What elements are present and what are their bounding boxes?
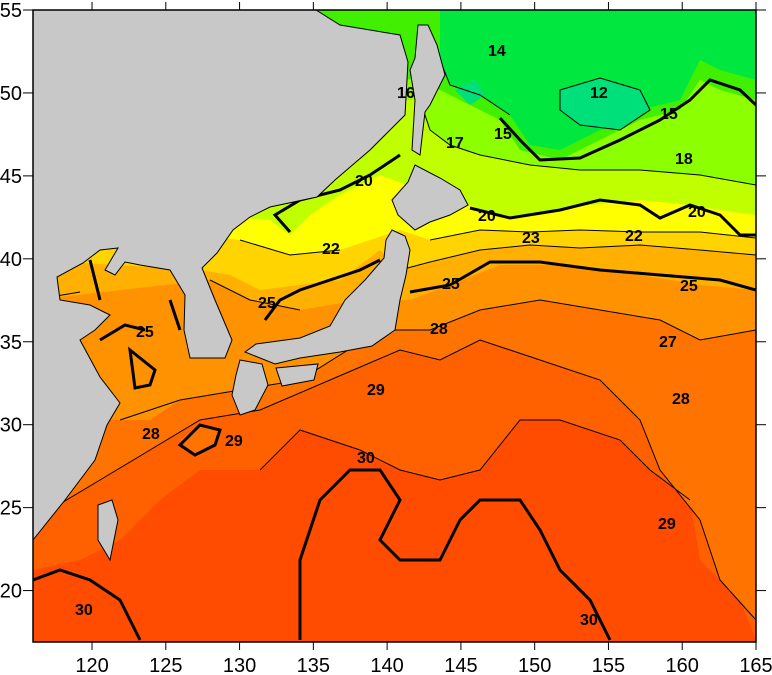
contour-line [239, 229, 756, 256]
contour-label: 28 [672, 391, 690, 408]
contour-29 [128, 346, 222, 457]
contour-30 [33, 468, 612, 641]
y-tick-label: 45 [0, 166, 22, 188]
contour-15 [498, 78, 756, 162]
contour-20 [272, 153, 756, 237]
land-sakhalin [409, 24, 446, 156]
contour-label: 14 [488, 43, 506, 60]
band-12-patch [455, 80, 485, 105]
contour-label: 27 [659, 334, 677, 351]
contour-line [209, 244, 756, 311]
contour-label: 17 [446, 135, 464, 152]
contour-labels: 14 12 15 15 18 17 16 20 20 20 23 22 22 2… [75, 43, 706, 629]
x-axis: 120 125 130 135 140 145 150 155 160 165 [75, 2, 772, 675]
x-tick-label: 145 [444, 655, 477, 675]
land-hokkaido [391, 164, 469, 231]
contour-label: 18 [675, 151, 693, 168]
contour-25-west [88, 259, 182, 342]
contour-label: 28 [430, 321, 448, 338]
x-tick-label: 160 [666, 655, 699, 675]
x-tick-label: 150 [518, 655, 551, 675]
contour-line [33, 339, 756, 621]
contour-label: 29 [225, 433, 243, 450]
x-tick-label: 135 [297, 655, 330, 675]
contour-label: 20 [478, 208, 496, 225]
contour-label: 28 [142, 426, 160, 443]
land-taiwan [97, 499, 119, 562]
contour-25 [263, 258, 756, 321]
land-mainland-asia [33, 10, 409, 541]
contour-label: 20 [688, 204, 706, 221]
contour-label: 25 [258, 295, 276, 312]
contour-line [419, 99, 756, 186]
contour-line [119, 299, 756, 421]
contour-label: 12 [590, 85, 608, 102]
contour-label: 30 [580, 612, 598, 629]
band-12 [560, 78, 650, 130]
y-axis: 20 25 30 35 40 45 50 55 [0, 0, 766, 603]
x-tick-label: 130 [223, 655, 256, 675]
y-tick-label: 20 [0, 581, 22, 603]
contour-label: 20 [355, 173, 373, 190]
x-tick-label: 120 [75, 655, 108, 675]
contour-label: 25 [442, 276, 460, 293]
y-tick-label: 35 [0, 332, 22, 354]
contour-label: 25 [136, 324, 154, 341]
y-tick-label: 25 [0, 498, 22, 520]
contour-label: 22 [625, 228, 643, 245]
map-area [33, 10, 756, 642]
contour-label: 23 [522, 230, 540, 247]
y-tick-label: 55 [0, 0, 22, 22]
contour-line [439, 59, 651, 131]
thick-contours [33, 78, 756, 641]
contour-label: 15 [494, 126, 512, 143]
y-tick-label: 50 [0, 83, 22, 105]
contour-label: 22 [322, 241, 340, 258]
contour-label: 29 [367, 382, 385, 399]
contour-label: 25 [680, 278, 698, 295]
plot-frame [32, 9, 757, 643]
contour-label: 30 [75, 602, 93, 619]
x-tick-label: 125 [149, 655, 182, 675]
x-tick-label: 140 [370, 655, 403, 675]
land-kyushu [231, 359, 269, 416]
land [33, 10, 469, 562]
y-tick-label: 30 [0, 415, 22, 437]
contour-label: 29 [658, 516, 676, 533]
land-shikoku [275, 363, 319, 387]
contour-label: 30 [357, 450, 375, 467]
x-tick-label: 155 [592, 655, 625, 675]
thin-contours [33, 59, 756, 621]
band-30-patch [300, 470, 610, 640]
land-honshu [243, 229, 411, 365]
contour-label: 16 [397, 85, 415, 102]
x-tick-label: 165 [739, 655, 772, 675]
band-30-patch [33, 570, 140, 640]
contour-label: 15 [660, 106, 678, 123]
y-tick-label: 40 [0, 249, 22, 271]
